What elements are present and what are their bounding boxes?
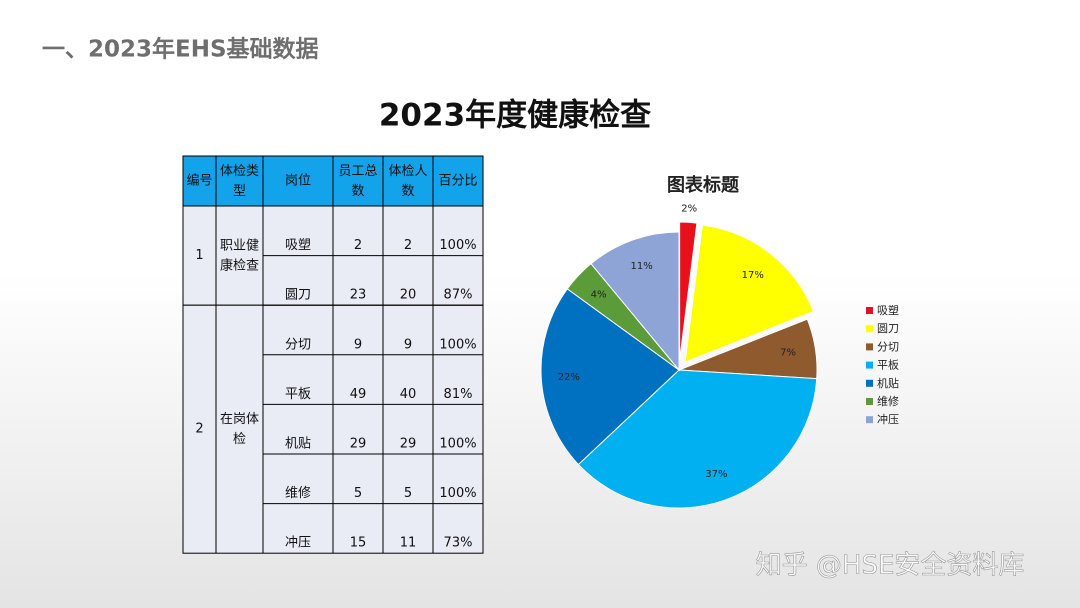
table-cell-text: 百分比 [438, 174, 477, 189]
data-label: 2% [681, 203, 697, 214]
table-cell-text: 2 [354, 238, 362, 253]
legend-label: 圆刀 [877, 322, 899, 335]
table-cell-text: 15 [350, 536, 367, 551]
legend-swatch [866, 416, 873, 424]
table-cell-text: 100% [439, 337, 476, 352]
table-cell-text: 9 [354, 337, 362, 352]
legend-label: 维修 [877, 394, 899, 408]
table-cell-text: 2 [404, 238, 412, 253]
legend-swatch [866, 343, 873, 351]
legend-label: 平板 [877, 358, 899, 372]
table-cell-text: 100% [439, 437, 476, 452]
table-cell-text: 圆刀 [285, 288, 311, 303]
table-cell-text: 100% [439, 238, 476, 253]
table-cell-text: 9 [404, 337, 412, 352]
slide-title: 2023年度健康检查 [379, 98, 651, 134]
table-cell-text: 分切 [285, 337, 311, 352]
table-cell-text: 1 [195, 248, 203, 263]
table-cell-text: 编号 [186, 174, 212, 189]
table-cell-text: 29 [400, 437, 417, 452]
data-label: 17% [742, 270, 764, 281]
legend-swatch [866, 325, 873, 333]
pie-slice [590, 231, 680, 372]
pie-slice [684, 224, 815, 363]
table-cell-text: 职业健康检查 [220, 238, 259, 273]
table-cell-text: 在岗体检 [220, 412, 259, 447]
table-cell-text: 员工总数 [338, 164, 377, 199]
legend-label: 机贴 [877, 376, 899, 390]
pie-slice [577, 369, 818, 509]
table-cell-text: 5 [354, 486, 362, 501]
table-cell-text: 29 [350, 437, 367, 452]
data-label: 22% [558, 372, 580, 383]
table-cell-text: 体检人数 [388, 164, 427, 199]
table-cell-text: 5 [404, 486, 412, 501]
data-label: 7% [780, 348, 796, 359]
pie-slice [679, 221, 698, 361]
table-cell-text: 81% [444, 387, 473, 402]
header-title: 一、2023年EHS基础数据 [42, 36, 319, 63]
table-cell-text: 49 [350, 387, 367, 402]
legend-label: 吸塑 [877, 303, 899, 317]
table-cell-text: 吸塑 [285, 238, 311, 253]
table-cell-text: 20 [400, 288, 417, 303]
table-cell-text: 87% [444, 288, 473, 303]
watermark: 知乎 @HSE安全资料库 [756, 551, 1025, 581]
pie-slice [540, 288, 680, 466]
chart-title: 图表标题 [667, 174, 740, 196]
table-cell-text: 2 [195, 422, 203, 437]
table-cell-text: 体检类型 [220, 164, 259, 199]
data-label: 11% [630, 261, 652, 272]
data-label: 37% [705, 469, 727, 480]
table-cell-text: 冲压 [285, 536, 311, 551]
table-cell-text: 岗位 [285, 174, 311, 189]
table-cell-text: 73% [444, 536, 473, 551]
table-cell-text: 40 [400, 387, 417, 402]
legend-swatch [866, 307, 873, 314]
table-cell-text: 11 [400, 536, 417, 551]
legend-swatch [866, 398, 873, 405]
legend-swatch [866, 379, 873, 387]
legend-swatch [866, 361, 873, 369]
data-label: 4% [591, 289, 607, 300]
table-cell-text: 23 [350, 288, 367, 303]
table-cell-text: 100% [439, 486, 476, 501]
legend-label: 冲压 [877, 412, 899, 426]
legend-label: 分切 [877, 340, 899, 353]
table-cell-text: 平板 [285, 387, 311, 402]
table-cell-text: 机贴 [285, 437, 311, 452]
table-cell-text: 维修 [285, 486, 311, 501]
